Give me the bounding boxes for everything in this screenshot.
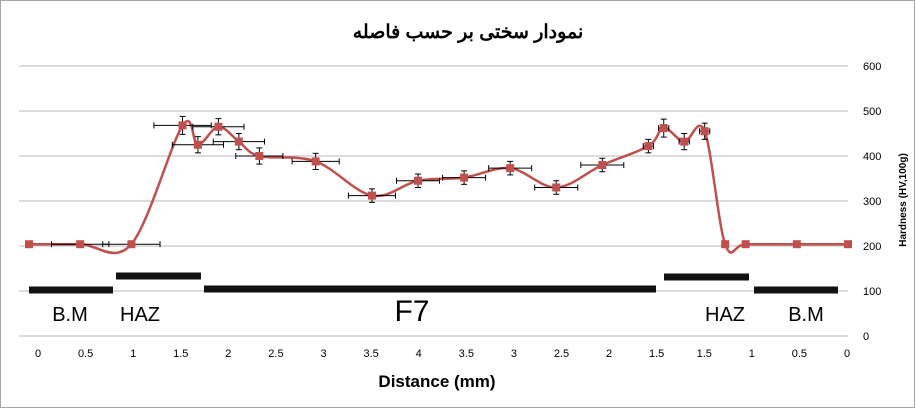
zone-label: HAZ: [120, 304, 160, 326]
gridlines: [19, 65, 848, 337]
data-point: [659, 124, 668, 133]
y-ticks: 0 100 200 300 400 500 600: [863, 61, 881, 343]
x-tick-label: 1.5: [173, 348, 188, 360]
data-point: [25, 240, 33, 249]
y-tick-label: 600: [863, 61, 881, 73]
data-point: [792, 240, 801, 249]
data-point: [552, 183, 561, 192]
zone-bands: B.M HAZ F7 HAZ B.M: [29, 272, 838, 328]
x-tick-label: 1: [749, 348, 755, 360]
data-point: [506, 164, 515, 173]
y-tick-label: 100: [863, 286, 881, 298]
data-point: [644, 142, 653, 151]
y-tick-label: 200: [863, 241, 881, 253]
data-point: [178, 121, 187, 130]
x-tick-label: 2: [606, 348, 612, 360]
x-tick-label: 3: [511, 348, 517, 360]
chart-title: نمودار سختی بر حسب فاصله: [353, 22, 583, 43]
x-ticks: 0 0.5 1 1.5 2 2.5 3 3.5 4 3.5 3 2.5 2 1.5 1.5 1 0.5 0: [35, 348, 850, 360]
x-tick-label: 4: [416, 348, 422, 360]
data-point: [741, 240, 750, 249]
data-point: [311, 157, 320, 166]
title-background: [340, 18, 596, 46]
data-point: [460, 173, 469, 182]
data-point: [680, 137, 689, 146]
x-tick-label: 0: [844, 348, 850, 360]
zone-label: HAZ: [705, 304, 745, 326]
y-tick-label: 300: [863, 196, 881, 208]
x-tick-label: 0.5: [78, 348, 93, 360]
data-point: [76, 240, 85, 249]
series-group: [25, 115, 852, 255]
data-point: [414, 176, 423, 185]
x-tick-label: 0: [35, 348, 41, 360]
y-axis-label: Hardness (HV,100g): [898, 153, 909, 247]
zone-label: F7: [394, 295, 429, 328]
y-tick-label: 0: [863, 331, 869, 343]
data-point: [367, 191, 376, 200]
x-tick-label: 3: [320, 348, 326, 360]
data-point: [193, 140, 202, 149]
data-point: [214, 122, 223, 131]
x-tick-label: 2.5: [554, 348, 569, 360]
x-tick-label: 1: [130, 348, 136, 360]
x-tick-label: 2.5: [268, 348, 283, 360]
data-point: [844, 240, 852, 249]
data-point: [127, 240, 136, 249]
y-tick-label: 400: [863, 151, 881, 163]
data-point: [234, 137, 243, 146]
data-point: [255, 152, 264, 160]
x-tick-label: 2: [225, 348, 231, 360]
x-tick-label: 1.5: [649, 348, 664, 360]
data-point: [598, 161, 607, 169]
zone-label: B.M: [52, 304, 88, 326]
zone-label: B.M: [788, 304, 824, 326]
y-tick-label: 500: [863, 106, 881, 118]
data-point: [721, 240, 730, 249]
x-tick-label: 3.5: [459, 348, 474, 360]
x-tick-label: 0.5: [792, 348, 807, 360]
x-tick-label: 3.5: [363, 348, 378, 360]
data-point: [700, 127, 709, 136]
x-tick-label: 1.5: [697, 348, 712, 360]
x-axis-label: Distance (mm): [378, 372, 495, 391]
